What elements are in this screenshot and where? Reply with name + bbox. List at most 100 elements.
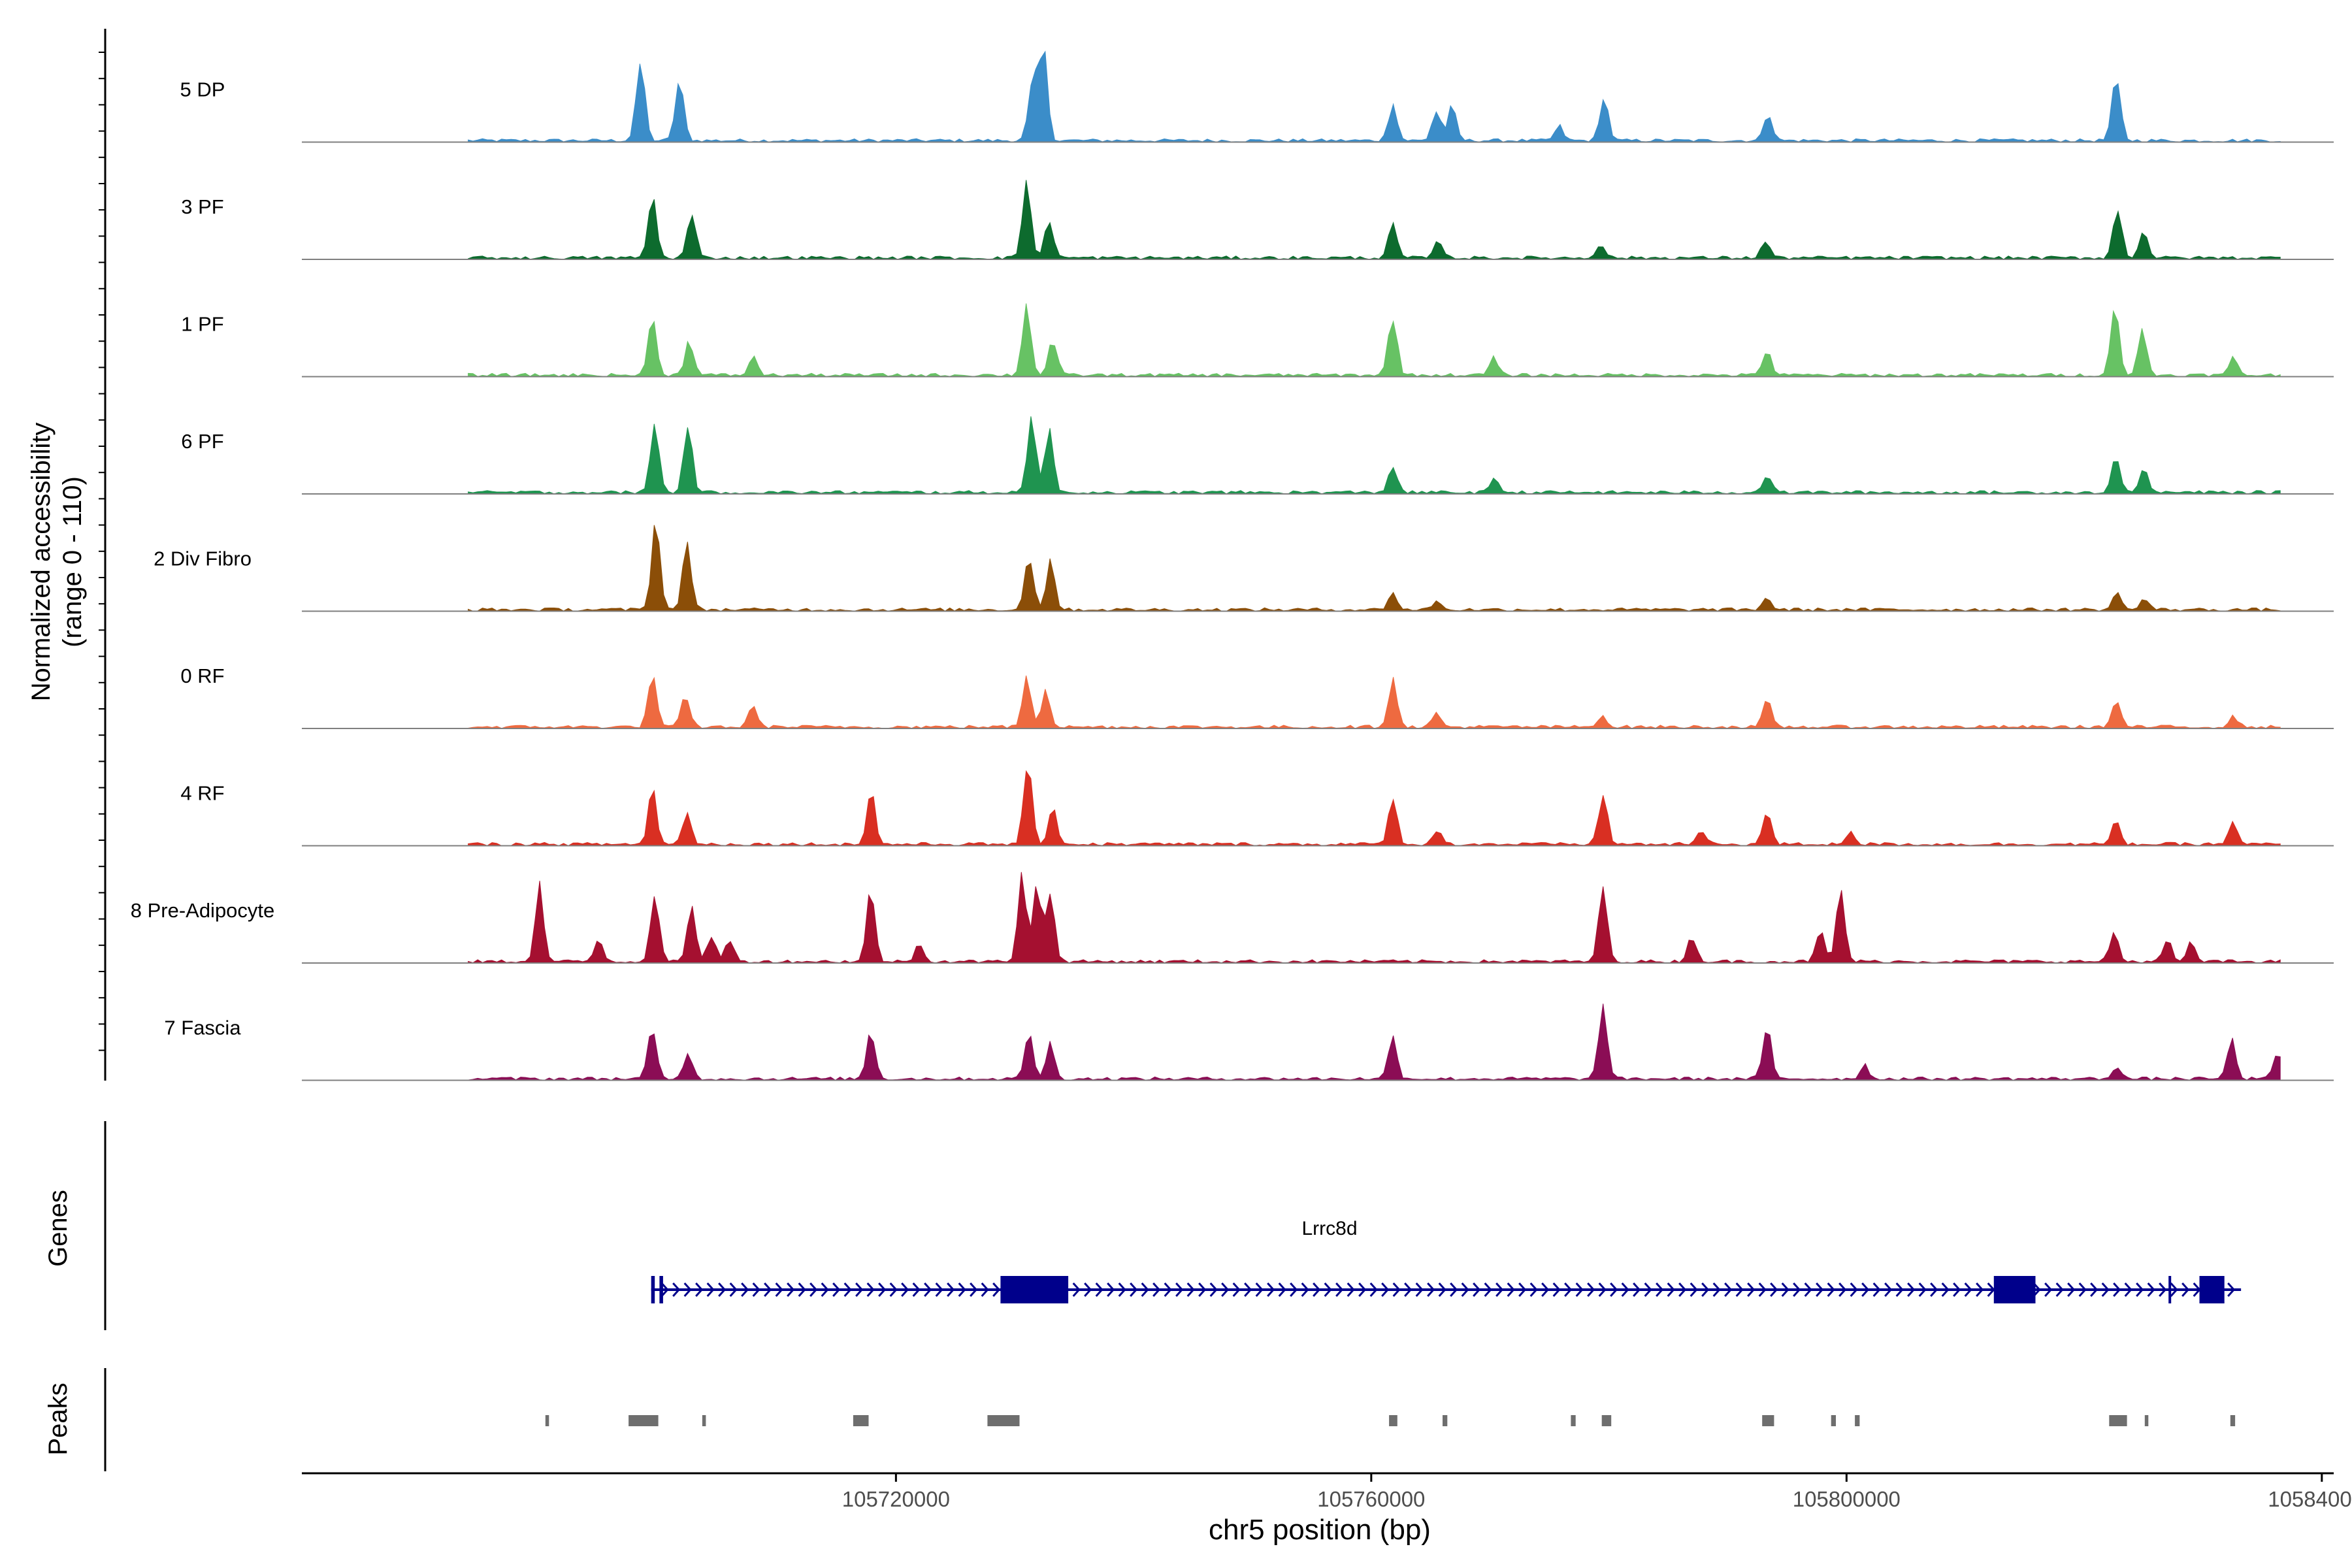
x-axis-title: chr5 position (bp): [1209, 1514, 1431, 1546]
strand-arrow: [901, 1282, 909, 1298]
peak-region: [545, 1415, 549, 1426]
strand-arrow: [1953, 1282, 1961, 1298]
peak-region: [702, 1415, 706, 1426]
coverage-tracks: [302, 50, 2334, 1081]
strand-arrow: [981, 1282, 989, 1298]
strand-arrow: [1164, 1282, 1172, 1298]
strand-arrow: [1072, 1282, 1081, 1298]
strand-arrow: [1793, 1282, 1801, 1298]
strand-arrow: [2044, 1282, 2053, 1298]
strand-arrow: [1678, 1282, 1687, 1298]
track-6: [302, 770, 2334, 847]
strand-arrow: [1313, 1282, 1321, 1298]
strand-arrow: [924, 1282, 932, 1298]
strand-arrow: [1667, 1282, 1675, 1298]
strand-arrow: [1255, 1282, 1264, 1298]
strand-arrow: [1518, 1282, 1527, 1298]
strand-arrow: [1610, 1282, 1618, 1298]
strand-arrow: [1404, 1282, 1413, 1298]
strand-arrow: [1907, 1282, 1916, 1298]
strand-arrow: [1152, 1282, 1161, 1298]
strand-arrow: [1267, 1282, 1275, 1298]
strand-arrow: [1495, 1282, 1504, 1298]
strand-arrow: [718, 1282, 727, 1298]
strand-arrow: [1461, 1282, 1469, 1298]
strand-arrow: [1347, 1282, 1355, 1298]
peak-region: [2144, 1415, 2149, 1426]
coverage-area-6: [468, 770, 2281, 847]
peaks-panel-label: Peaks: [44, 1382, 73, 1455]
strand-arrow: [2227, 1282, 2236, 1298]
strand-arrow: [741, 1282, 749, 1298]
strand-arrow: [843, 1282, 852, 1298]
strand-arrow: [1232, 1282, 1241, 1298]
track-label-2: 1 PF: [181, 313, 223, 336]
track-label-0: 5 DP: [180, 78, 225, 101]
peak-region: [1571, 1415, 1576, 1426]
strand-arrow: [1656, 1282, 1664, 1298]
genes-panel: [104, 1121, 2242, 1330]
peak-region: [1855, 1415, 1860, 1426]
peaks-panel: [104, 1368, 2236, 1471]
strand-arrow: [1838, 1282, 1847, 1298]
strand-arrow: [683, 1282, 692, 1298]
strand-arrow: [1552, 1282, 1561, 1298]
strand-arrow: [2033, 1282, 2041, 1298]
strand-arrow: [1221, 1282, 1230, 1298]
strand-arrow: [672, 1282, 681, 1298]
strand-arrow: [1118, 1282, 1126, 1298]
strand-arrow: [1084, 1282, 1092, 1298]
gene-exon: [2168, 1276, 2172, 1303]
track-5: [302, 675, 2334, 729]
track-0: [302, 50, 2334, 143]
strand-arrow: [1964, 1282, 1972, 1298]
x-tick-label: 105800000: [1793, 1487, 1901, 1511]
peak-region: [1601, 1415, 1612, 1426]
strand-arrow: [752, 1282, 760, 1298]
strand-arrow: [1427, 1282, 1435, 1298]
strand-arrow: [1529, 1282, 1538, 1298]
track-7: [302, 872, 2334, 964]
strand-arrow: [2090, 1282, 2099, 1298]
strand-arrow: [798, 1282, 806, 1298]
strand-arrow: [1781, 1282, 1789, 1298]
peak-region: [2230, 1415, 2236, 1426]
track-label-1: 3 PF: [181, 195, 223, 218]
strand-arrow: [1541, 1282, 1550, 1298]
strand-arrow: [947, 1282, 955, 1298]
strand-arrow: [2055, 1282, 2064, 1298]
strand-arrow: [912, 1282, 921, 1298]
gene-name-label: Lrrc8d: [1301, 1218, 1357, 1239]
coverage-area-1: [468, 180, 2281, 260]
strand-arrow: [809, 1282, 818, 1298]
strand-arrow: [1415, 1282, 1424, 1298]
track-1: [302, 180, 2334, 260]
strand-arrow: [1735, 1282, 1744, 1298]
track-4: [302, 525, 2334, 612]
strand-arrow: [1884, 1282, 1893, 1298]
strand-arrow: [1976, 1282, 1984, 1298]
coverage-area-4: [468, 525, 2281, 612]
strand-arrow: [1701, 1282, 1710, 1298]
gene-exon: [659, 1276, 663, 1303]
strand-arrow: [695, 1282, 704, 1298]
strand-arrow: [1095, 1282, 1103, 1298]
track-label-6: 4 RF: [180, 782, 224, 805]
strand-arrow: [2101, 1282, 2110, 1298]
strand-arrow: [1324, 1282, 1332, 1298]
strand-arrow: [992, 1282, 1001, 1298]
strand-arrow: [821, 1282, 829, 1298]
track-label-3: 6 PF: [181, 430, 223, 453]
track-label-8: 7 Fascia: [164, 1017, 241, 1039]
strand-arrow: [1930, 1282, 1938, 1298]
strand-arrow: [2147, 1282, 2155, 1298]
peak-region: [1443, 1415, 1448, 1426]
strand-arrow: [878, 1282, 887, 1298]
strand-arrow: [1564, 1282, 1573, 1298]
strand-arrow: [1804, 1282, 1812, 1298]
track-label-5: 0 RF: [180, 664, 224, 687]
coverage-area-7: [468, 872, 2281, 964]
track-label-7: 8 Pre-Adipocyte: [131, 899, 275, 922]
strand-arrow: [1712, 1282, 1721, 1298]
coverage-area-2: [468, 303, 2281, 378]
